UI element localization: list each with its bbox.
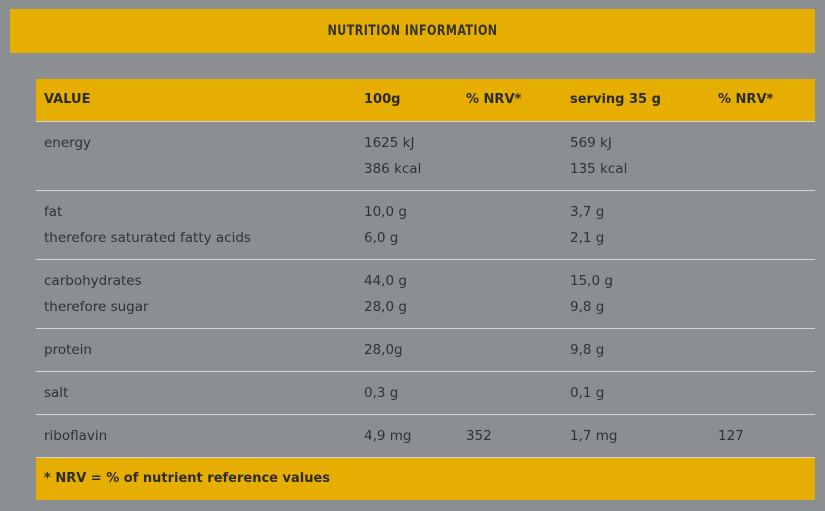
nutrient-label: salt (44, 385, 69, 401)
value-serving: 1,7 mg (570, 428, 618, 444)
footnote-text: * NRV = % of nutrient reference values (44, 471, 331, 486)
table-footnote: * NRV = % of nutrient reference values (36, 458, 815, 500)
table-body: energy 1625 kJ 569 kJ 386 kcal 135 kcal fat 10… (36, 122, 815, 458)
table-row: riboflavin 4,9 mg 352 1,7 mg 127 (36, 415, 815, 458)
value-100g: 0,3 g (364, 385, 399, 401)
value-100g: 10,0 g (364, 204, 407, 220)
page-title: NUTRITION INFORMATION (327, 23, 498, 39)
nutrient-label: therefore saturated fatty acids (44, 230, 251, 246)
table-row: protein 28,0g 9,8 g (36, 329, 815, 372)
value-serving: 2,1 g (570, 230, 605, 246)
header-nrv-serving: % NRV* (718, 92, 774, 107)
header-serving: serving 35 g (570, 92, 661, 107)
table-row: energy 1625 kJ 569 kJ 386 kcal 135 kcal (36, 122, 815, 191)
nrv-serving: 127 (718, 428, 744, 444)
nutrition-table: VALUE 100g % NRV* serving 35 g % NRV* en… (36, 79, 815, 500)
nutrient-label: energy (44, 135, 92, 151)
value-100g: 44,0 g (364, 273, 407, 289)
value-100g: 28,0 g (364, 299, 407, 315)
table-row: salt 0,3 g 0,1 g (36, 372, 815, 415)
title-bar: NUTRITION INFORMATION (10, 9, 815, 53)
nutrient-label: fat (44, 204, 63, 220)
value-serving: 15,0 g (570, 273, 613, 289)
value-serving: 0,1 g (570, 385, 605, 401)
value-100g: 1625 kJ (364, 135, 415, 151)
header-100g: 100g (364, 92, 401, 107)
nrv-100g: 352 (466, 428, 492, 444)
value-serving: 569 kJ (570, 135, 612, 151)
value-100g: 4,9 mg (364, 428, 412, 444)
nutrient-label: therefore sugar (44, 299, 149, 315)
header-nrv-100g: % NRV* (466, 92, 522, 107)
value-serving: 135 kcal (570, 161, 628, 177)
value-100g: 28,0g (364, 342, 403, 358)
nutrient-label: protein (44, 342, 92, 358)
value-serving: 3,7 g (570, 204, 605, 220)
header-value: VALUE (44, 92, 91, 107)
table-row: fat 10,0 g 3,7 g therefore saturated fatty … (36, 191, 815, 260)
value-100g: 6,0 g (364, 230, 399, 246)
nutrient-label: carbohydrates (44, 273, 142, 289)
value-serving: 9,8 g (570, 342, 605, 358)
table-row: carbohydrates 44,0 g 15,0 g therefore sugar… (36, 260, 815, 329)
table-header: VALUE 100g % NRV* serving 35 g % NRV* (36, 79, 815, 122)
value-serving: 9,8 g (570, 299, 605, 315)
value-100g: 386 kcal (364, 161, 422, 177)
nutrient-label: riboflavin (44, 428, 108, 444)
